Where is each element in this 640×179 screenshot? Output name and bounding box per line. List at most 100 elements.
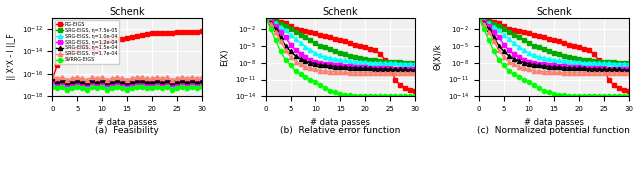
SVRRG-EIGS — [188, 86, 196, 88]
SRG-EIGS, η=7.5e-05 — [158, 85, 166, 87]
SRG-EIGS, η=1.2e-04 — [74, 81, 81, 83]
SVRRG-EIGS — [93, 87, 101, 90]
SRG-EIGS, η=1.5e-04 — [49, 77, 56, 79]
SVRRG-EIGS — [173, 87, 180, 90]
SRG-EIGS, η=1.0e-04 — [128, 84, 136, 86]
RG-EIGS — [74, 48, 81, 50]
SRG-EIGS, η=1.5e-04 — [193, 79, 201, 82]
SRG-EIGS, η=1.7e-04 — [113, 76, 121, 78]
SRG-EIGS, η=1.7e-04 — [163, 76, 171, 78]
SRG-EIGS, η=1.0e-04 — [118, 84, 126, 86]
SVRRG-EIGS — [158, 87, 166, 90]
SRG-EIGS, η=7.5e-05 — [58, 84, 66, 86]
SRG-EIGS, η=1.2e-04 — [143, 82, 151, 84]
RG-EIGS — [78, 45, 86, 47]
SRG-EIGS, η=1.0e-04 — [143, 84, 151, 86]
SRG-EIGS, η=1.2e-04 — [78, 82, 86, 84]
SVRRG-EIGS — [153, 86, 161, 88]
SRG-EIGS, η=1.5e-04 — [183, 79, 191, 82]
RG-EIGS — [88, 48, 96, 50]
SRG-EIGS, η=1.2e-04 — [93, 82, 101, 84]
SRG-EIGS, η=1.2e-04 — [83, 83, 91, 85]
X-axis label: # data passes: # data passes — [310, 118, 371, 127]
RG-EIGS — [168, 32, 176, 34]
SRG-EIGS, η=1.0e-04 — [83, 85, 91, 87]
SVRRG-EIGS — [53, 87, 61, 90]
SRG-EIGS, η=1.5e-04 — [113, 78, 121, 81]
RG-EIGS — [113, 38, 121, 40]
SVRRG-EIGS — [63, 89, 71, 91]
SRG-EIGS, η=1.2e-04 — [49, 79, 56, 82]
SRG-EIGS, η=1.5e-04 — [78, 79, 86, 82]
Line: SRG-EIGS, η=1.5e-04: SRG-EIGS, η=1.5e-04 — [50, 76, 204, 84]
Line: SRG-EIGS, η=1.0e-04: SRG-EIGS, η=1.0e-04 — [50, 81, 204, 88]
SRG-EIGS, η=1.0e-04 — [53, 84, 61, 86]
SRG-EIGS, η=1.2e-04 — [58, 81, 66, 83]
SRG-EIGS, η=1.7e-04 — [118, 77, 126, 79]
SRG-EIGS, η=7.5e-05 — [53, 85, 61, 87]
X-axis label: # data passes: # data passes — [97, 118, 157, 127]
SRG-EIGS, η=1.0e-04 — [188, 83, 196, 85]
SRG-EIGS, η=1.0e-04 — [74, 83, 81, 85]
SRG-EIGS, η=1.2e-04 — [188, 81, 196, 83]
SRG-EIGS, η=1.0e-04 — [183, 84, 191, 86]
RG-EIGS — [153, 32, 161, 35]
RG-EIGS — [178, 31, 186, 33]
SRG-EIGS, η=1.0e-04 — [198, 83, 205, 85]
SRG-EIGS, η=1.2e-04 — [193, 82, 201, 84]
SVRRG-EIGS — [148, 87, 156, 90]
SRG-EIGS, η=1.7e-04 — [148, 77, 156, 79]
SRG-EIGS, η=1.2e-04 — [198, 81, 205, 83]
SRG-EIGS, η=1.7e-04 — [58, 76, 66, 78]
SRG-EIGS, η=1.2e-04 — [158, 82, 166, 84]
Y-axis label: E(X): E(X) — [220, 48, 229, 66]
SVRRG-EIGS — [78, 87, 86, 90]
Line: SVRRG-EIGS: SVRRG-EIGS — [50, 85, 204, 92]
Title: Schenk: Schenk — [323, 7, 358, 17]
SVRRG-EIGS — [118, 87, 126, 90]
SRG-EIGS, η=1.0e-04 — [148, 84, 156, 86]
SVRRG-EIGS — [58, 86, 66, 88]
RG-EIGS — [193, 31, 201, 33]
SRG-EIGS, η=1.7e-04 — [108, 77, 116, 79]
SVRRG-EIGS — [193, 87, 201, 90]
Line: SRG-EIGS, η=7.5e-05: SRG-EIGS, η=7.5e-05 — [50, 83, 204, 90]
SRG-EIGS, η=7.5e-05 — [133, 84, 141, 86]
SRG-EIGS, η=1.5e-04 — [93, 79, 101, 82]
SRG-EIGS, η=1.0e-04 — [153, 83, 161, 85]
SRG-EIGS, η=1.2e-04 — [113, 81, 121, 83]
SRG-EIGS, η=1.0e-04 — [108, 84, 116, 86]
SVRRG-EIGS — [49, 86, 56, 88]
SRG-EIGS, η=1.0e-04 — [133, 83, 141, 85]
RG-EIGS — [58, 59, 66, 61]
SVRRG-EIGS — [74, 86, 81, 88]
SRG-EIGS, η=1.5e-04 — [99, 78, 106, 81]
RG-EIGS — [49, 78, 56, 81]
SRG-EIGS, η=1.5e-04 — [158, 79, 166, 82]
SRG-EIGS, η=1.7e-04 — [99, 76, 106, 78]
SRG-EIGS, η=1.7e-04 — [173, 77, 180, 79]
SRG-EIGS, η=1.5e-04 — [168, 81, 176, 83]
SRG-EIGS, η=7.5e-05 — [173, 85, 180, 87]
RG-EIGS — [143, 33, 151, 35]
SRG-EIGS, η=7.5e-05 — [68, 85, 76, 87]
RG-EIGS — [148, 32, 156, 35]
Line: SRG-EIGS, η=1.7e-04: SRG-EIGS, η=1.7e-04 — [50, 74, 204, 82]
SRG-EIGS, η=1.0e-04 — [49, 82, 56, 84]
SVRRG-EIGS — [143, 87, 151, 90]
SRG-EIGS, η=7.5e-05 — [188, 84, 196, 86]
SRG-EIGS, η=1.7e-04 — [78, 77, 86, 79]
SRG-EIGS, η=1.2e-04 — [178, 81, 186, 83]
SRG-EIGS, η=1.0e-04 — [78, 84, 86, 86]
SRG-EIGS, η=1.5e-04 — [118, 79, 126, 82]
SRG-EIGS, η=1.5e-04 — [198, 78, 205, 81]
SRG-EIGS, η=1.2e-04 — [88, 81, 96, 83]
Text: (a)  Feasibility: (a) Feasibility — [95, 126, 159, 135]
RG-EIGS — [68, 50, 76, 52]
SRG-EIGS, η=1.2e-04 — [118, 82, 126, 84]
Text: (c)  Normalized potential function: (c) Normalized potential function — [477, 126, 630, 135]
SRG-EIGS, η=1.7e-04 — [49, 75, 56, 77]
SRG-EIGS, η=1.5e-04 — [108, 79, 116, 82]
SVRRG-EIGS — [198, 86, 205, 88]
SRG-EIGS, η=1.7e-04 — [158, 77, 166, 79]
